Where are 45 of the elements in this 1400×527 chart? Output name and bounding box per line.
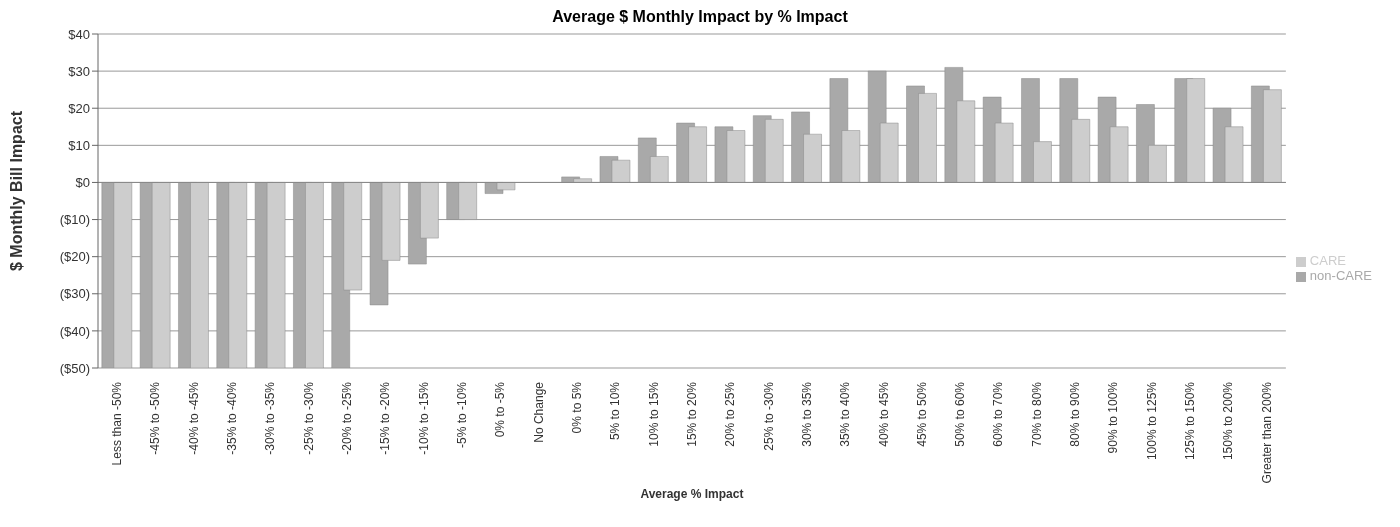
y-tick-label: ($40) — [59, 323, 90, 339]
x-tick-label: 45% to 50% — [914, 381, 929, 447]
x-tick-label: 30% to 35% — [799, 381, 814, 447]
x-tick-label: -10% to -15% — [416, 381, 431, 455]
x-tick-label: 35% to 40% — [838, 381, 853, 447]
x-tick-label: 50% to 60% — [953, 381, 968, 447]
chart-title: Average $ Monthly Impact by % Impact — [551, 8, 849, 27]
x-tick-label: -25% to -30% — [301, 381, 316, 455]
y-tick-label: ($10) — [59, 212, 90, 228]
x-tick-label: Greater than 200% — [1259, 381, 1274, 484]
y-tick-label: ($50) — [59, 360, 90, 376]
y-tick-label: $30 — [68, 63, 90, 79]
x-tick-label: 0% to -5% — [493, 381, 508, 438]
y-tick-label: $20 — [68, 100, 90, 116]
x-tick-label: 60% to 70% — [991, 381, 1006, 447]
x-axis-title: Average % Impact — [640, 487, 744, 501]
y-tick-label: ($30) — [59, 286, 90, 302]
y-axis-title: $ Monthly Bill Impact — [7, 110, 25, 271]
y-tick-label: $40 — [68, 26, 90, 42]
x-tick-label: 125% to 150% — [1183, 381, 1198, 461]
x-tick-label: 150% to 200% — [1221, 381, 1236, 461]
y-tick-label: ($20) — [59, 249, 90, 265]
x-tick-label: 25% to -30% — [761, 381, 776, 451]
y-tick-label: $10 — [68, 137, 90, 153]
x-tick-label: -20% to -25% — [340, 381, 355, 455]
x-tick-label: 40% to 45% — [876, 381, 891, 447]
x-tick-label: -35% to -40% — [225, 381, 240, 455]
x-tick-label: 70% to 80% — [1029, 381, 1044, 447]
x-tick-label: 80% to 90% — [1068, 381, 1083, 447]
x-tick-label: 0% to 5% — [569, 381, 584, 434]
y-tick-label: $0 — [75, 175, 90, 191]
x-tick-label: Less than -50% — [110, 381, 125, 466]
x-tick-label: -15% to -20% — [378, 381, 393, 455]
x-tick-label: 15% to 20% — [684, 381, 699, 447]
legend-label: non-CARE — [1309, 268, 1372, 283]
x-tick-label: 5% to 10% — [608, 381, 623, 441]
x-tick-label: 90% to 100% — [1106, 381, 1121, 454]
x-tick-label: -45% to -50% — [148, 381, 163, 455]
x-tick-label: -5% to -10% — [455, 381, 470, 449]
x-tick-label: 100% to 125% — [1144, 381, 1159, 461]
x-tick-label: 20% to 25% — [723, 381, 738, 447]
x-tick-label: -30% to -35% — [263, 381, 278, 455]
x-tick-label: -40% to -45% — [186, 381, 201, 455]
x-tick-label: No Change — [531, 381, 546, 443]
x-tick-label: 10% to 15% — [646, 381, 661, 447]
